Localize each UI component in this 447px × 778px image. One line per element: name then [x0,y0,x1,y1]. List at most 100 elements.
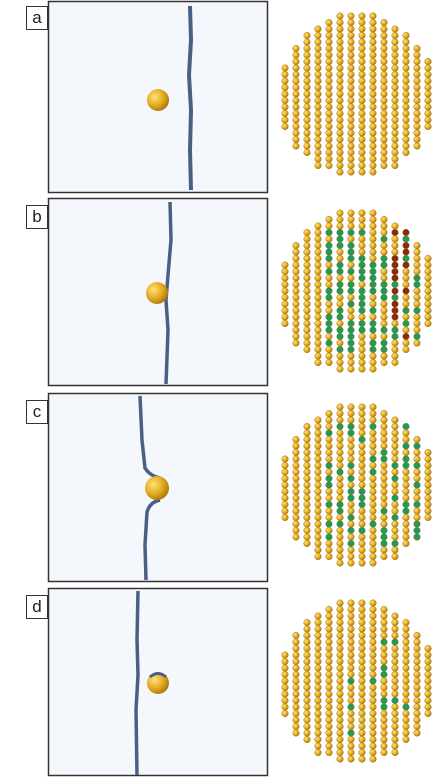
atom [325,25,333,33]
atom [336,403,344,411]
atom [325,129,333,137]
atom [325,507,333,515]
atom [314,109,322,117]
atom [325,274,333,282]
atom [292,142,300,150]
atom [336,12,344,20]
atom [358,333,366,341]
atom [391,514,399,522]
atom [358,533,366,541]
atom [314,333,322,341]
atom [380,546,388,554]
atom [314,83,322,91]
atom [303,287,311,295]
atom [380,116,388,124]
atom [391,268,399,276]
atom [391,619,399,627]
atom [336,58,344,66]
atom [402,261,410,269]
atom [391,684,399,692]
atom [281,83,289,91]
atom [358,716,366,724]
atom [325,742,333,750]
atom [347,352,355,360]
atom [303,449,311,457]
atom [303,462,311,470]
atom [402,677,410,685]
atom [292,664,300,672]
atom [325,83,333,91]
atom [358,241,366,249]
atom [314,135,322,143]
atom [336,51,344,59]
atom [380,339,388,347]
atom [336,671,344,679]
atom [314,116,322,124]
atom [325,462,333,470]
atom [325,339,333,347]
atom [380,749,388,757]
atom [413,64,421,72]
atom [369,449,377,457]
atom [391,254,399,262]
atom [380,553,388,561]
atom [292,723,300,731]
atom [347,403,355,411]
atom [292,645,300,653]
atom [325,155,333,163]
atom [281,684,289,692]
atom [358,12,366,20]
atom [303,83,311,91]
atom [402,619,410,627]
atom [402,645,410,653]
atom [325,455,333,463]
atom [380,70,388,78]
atom [336,365,344,373]
atom [281,455,289,463]
atom [358,77,366,85]
atom [391,116,399,124]
atom [413,697,421,705]
atom [380,716,388,724]
atom [358,313,366,321]
atom [314,38,322,46]
atom [336,625,344,633]
atom [281,514,289,522]
atom [358,168,366,176]
atom [314,729,322,737]
atom [336,755,344,763]
atom [358,651,366,659]
atom [402,507,410,515]
atom [314,533,322,541]
atom [347,58,355,66]
atom [325,90,333,98]
atom [391,742,399,750]
atom [369,645,377,653]
atom [413,51,421,59]
atom [303,677,311,685]
atom [358,632,366,640]
atom [402,429,410,437]
atom [369,677,377,685]
atom [380,533,388,541]
atom [281,468,289,476]
atom [413,716,421,724]
atom [369,168,377,176]
atom [314,690,322,698]
atom [347,625,355,633]
atom [347,645,355,653]
atom [424,281,432,289]
atom [314,638,322,646]
atom [402,129,410,137]
atom [314,228,322,236]
atom [369,58,377,66]
atom [380,684,388,692]
atom [336,423,344,431]
atom [380,333,388,341]
atom [402,235,410,243]
atom [358,612,366,620]
atom [391,690,399,698]
atom [380,222,388,230]
atom [369,488,377,496]
atom [303,142,311,150]
